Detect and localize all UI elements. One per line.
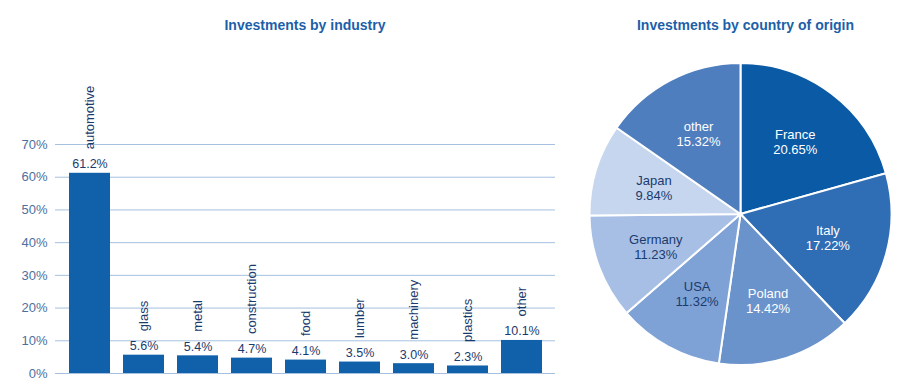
svg-text:Japan9.84%: Japan9.84% <box>635 173 672 203</box>
svg-text:4.1%: 4.1% <box>292 344 321 358</box>
svg-text:30%: 30% <box>21 268 47 283</box>
svg-text:machinery: machinery <box>406 279 421 339</box>
svg-text:other15.32%: other15.32% <box>677 119 722 149</box>
svg-text:50%: 50% <box>21 202 47 217</box>
svg-text:other: other <box>514 286 529 316</box>
svg-text:France20.65%: France20.65% <box>773 127 818 157</box>
svg-text:construction: construction <box>244 264 259 334</box>
svg-text:61.2%: 61.2% <box>72 157 107 171</box>
svg-text:Italy17.22%: Italy17.22% <box>806 223 851 253</box>
svg-text:glass: glass <box>136 300 151 331</box>
html-text:Investments by industry: Investments by industry <box>224 17 386 33</box>
svg-text:60%: 60% <box>21 169 47 184</box>
svg-text:3.0%: 3.0% <box>400 348 429 362</box>
svg-text:lumber: lumber <box>352 298 367 338</box>
svg-text:10%: 10% <box>21 333 47 348</box>
svg-text:4.7%: 4.7% <box>238 342 267 356</box>
svg-text:3.5%: 3.5% <box>346 346 375 360</box>
svg-text:automotive: automotive <box>82 86 97 150</box>
svg-text:0%: 0% <box>29 366 48 381</box>
svg-text:40%: 40% <box>21 235 47 250</box>
svg-text:70%: 70% <box>21 137 47 152</box>
svg-text:Germany11.23%: Germany11.23% <box>629 232 683 262</box>
html-text:Investments by country of orig: Investments by country of origin <box>637 17 854 33</box>
svg-text:food: food <box>298 311 313 336</box>
svg-text:10.1%: 10.1% <box>504 324 539 338</box>
svg-text:metal: metal <box>190 300 205 332</box>
svg-text:20%: 20% <box>21 300 47 315</box>
svg-text:plastics: plastics <box>460 298 475 342</box>
svg-text:5.4%: 5.4% <box>184 340 213 354</box>
svg-text:5.6%: 5.6% <box>130 339 159 353</box>
svg-text:2.3%: 2.3% <box>454 350 483 364</box>
svg-text:Poland14.42%: Poland14.42% <box>746 286 791 316</box>
svg-text:USA11.32%: USA11.32% <box>676 279 720 309</box>
